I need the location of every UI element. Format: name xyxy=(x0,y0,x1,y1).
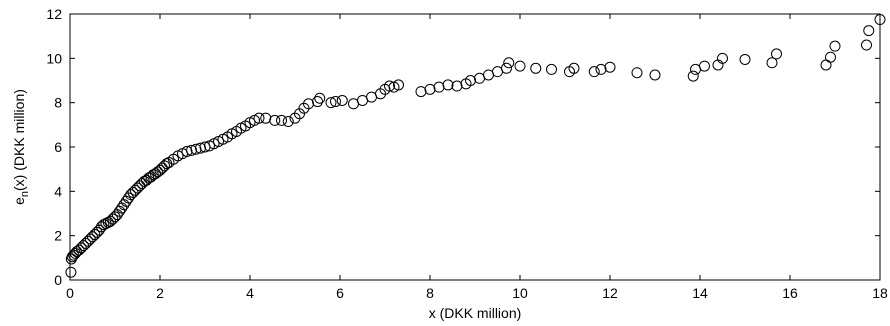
data-point xyxy=(424,83,436,95)
x-axis: 0 2 4 6 8 10 12 14 16 18 xyxy=(66,14,888,301)
data-point xyxy=(325,97,337,109)
y-tick-label: 6 xyxy=(54,139,62,155)
x-tick-label: 8 xyxy=(426,285,434,301)
data-point xyxy=(69,247,81,259)
data-point xyxy=(739,53,751,65)
data-point xyxy=(336,94,348,106)
data-point xyxy=(451,80,463,92)
y-axis-label: en(x) (DKK million) xyxy=(11,89,31,205)
x-tick-label: 14 xyxy=(692,285,708,301)
x-tick-label: 12 xyxy=(602,285,618,301)
x-tick-label: 0 xyxy=(66,285,74,301)
y-tick-label: 12 xyxy=(46,6,62,22)
x-tick-label: 4 xyxy=(246,285,254,301)
data-point xyxy=(366,91,377,103)
x-tick-label: 2 xyxy=(156,285,164,301)
data-point xyxy=(501,62,512,74)
data-point xyxy=(690,63,701,75)
data-point xyxy=(649,69,661,81)
data-point xyxy=(330,96,341,108)
data-point xyxy=(357,94,368,106)
data-point xyxy=(514,60,526,72)
data-point xyxy=(314,92,326,104)
x-tick-label: 18 xyxy=(872,285,888,301)
data-point xyxy=(863,25,875,37)
data-point xyxy=(269,114,281,126)
data-point xyxy=(687,70,699,82)
data-point xyxy=(442,79,454,91)
data-point xyxy=(483,69,494,81)
data-point xyxy=(631,67,643,79)
data-point xyxy=(474,72,485,84)
x-axis-label: x (DKK million) xyxy=(429,305,522,321)
data-point xyxy=(65,266,77,278)
data-point xyxy=(829,40,841,52)
data-point xyxy=(568,62,580,74)
data-point xyxy=(415,86,427,98)
x-tick-label: 6 xyxy=(336,285,344,301)
data-point xyxy=(874,14,886,26)
data-point xyxy=(595,63,607,75)
data-point xyxy=(820,59,832,71)
data-point xyxy=(503,57,515,69)
x-tick-label: 16 xyxy=(782,285,798,301)
data-point xyxy=(699,60,710,72)
data-point xyxy=(530,62,542,74)
data-point xyxy=(861,39,872,51)
data-point xyxy=(384,80,395,92)
y-tick-label: 10 xyxy=(46,50,62,66)
data-point xyxy=(433,81,445,93)
data-point xyxy=(492,66,503,78)
data-point xyxy=(393,79,404,91)
y-tick-label: 8 xyxy=(54,95,62,111)
y-axis: 0 2 4 6 8 10 12 xyxy=(46,6,880,288)
data-point xyxy=(253,112,265,124)
data-point xyxy=(546,63,557,75)
data-point xyxy=(588,66,600,78)
y-tick-label: 4 xyxy=(54,183,62,199)
y-axis-label-rest: (x) (DKK million) xyxy=(11,89,27,191)
y-axis-label-sub: n xyxy=(19,191,31,197)
data-points xyxy=(65,14,886,278)
y-tick-label: 0 xyxy=(54,272,62,288)
data-point xyxy=(766,57,778,69)
data-point xyxy=(348,98,359,110)
y-axis-label-main: e xyxy=(11,197,27,205)
data-point xyxy=(771,48,782,60)
data-point xyxy=(260,112,272,124)
data-point xyxy=(282,116,294,128)
x-tick-label: 10 xyxy=(512,285,528,301)
data-point xyxy=(717,52,728,64)
data-point xyxy=(825,51,836,63)
data-point xyxy=(312,96,323,108)
data-point xyxy=(276,114,287,126)
y-tick-label: 2 xyxy=(54,228,62,244)
data-point xyxy=(604,61,616,73)
